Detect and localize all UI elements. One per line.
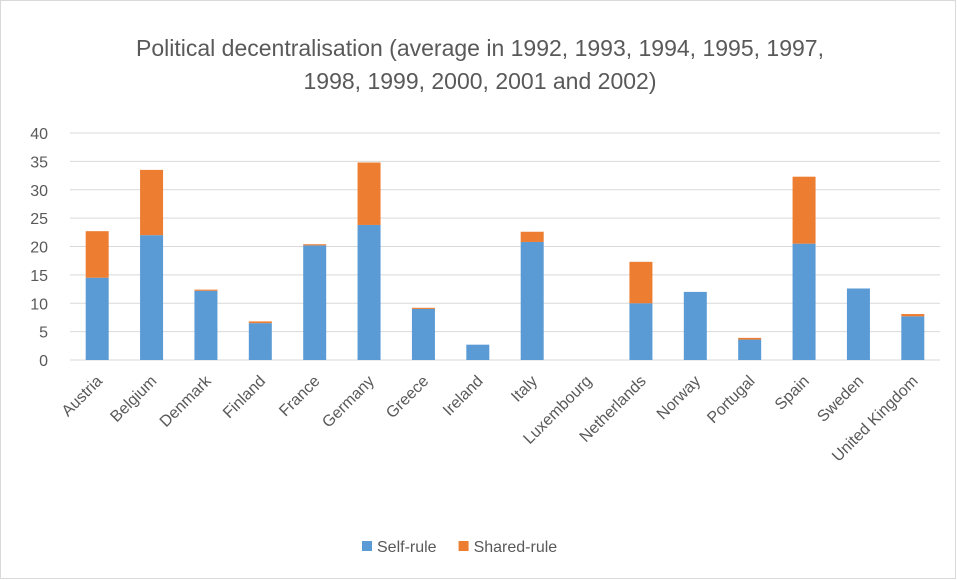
- bar: [85, 277, 109, 360]
- y-tick-label: 10: [30, 296, 48, 313]
- bar: [520, 231, 544, 242]
- legend-label: Self-rule: [377, 539, 437, 556]
- bar: [85, 231, 109, 278]
- bar: [411, 308, 435, 360]
- x-tick-label: Greece: [383, 373, 432, 422]
- bar: [140, 235, 164, 360]
- bar: [466, 344, 490, 360]
- y-tick-label: 20: [30, 240, 48, 257]
- legend-swatch: [362, 541, 372, 551]
- bar: [411, 307, 435, 309]
- y-tick-label: 0: [39, 353, 48, 370]
- bar: [357, 224, 381, 360]
- bar: [738, 339, 762, 360]
- y-tick-label: 35: [30, 154, 48, 171]
- bar: [901, 314, 925, 317]
- bar: [683, 291, 707, 360]
- y-tick-label: 15: [30, 268, 48, 285]
- bar: [194, 290, 218, 360]
- legend-swatch: [458, 541, 469, 551]
- bar: [248, 323, 272, 360]
- x-tick-label: Portugal: [704, 373, 758, 427]
- y-tick-label: 25: [30, 211, 48, 228]
- bar: [792, 176, 816, 244]
- bar: [357, 162, 381, 225]
- bar: [901, 316, 925, 360]
- y-tick-label: 30: [30, 183, 48, 200]
- bar: [846, 288, 870, 360]
- x-tick-label: Sweden: [814, 373, 867, 426]
- x-tick-label: Finland: [220, 373, 269, 422]
- x-tick-label: Ireland: [440, 373, 487, 420]
- x-tick-label: Germany: [319, 373, 378, 432]
- x-tick-label: Denmark: [157, 372, 216, 431]
- x-tick-label: Norway: [654, 373, 704, 423]
- bar: [140, 169, 164, 236]
- y-tick-label: 40: [30, 126, 48, 143]
- bar: [629, 303, 653, 360]
- legend-label: Shared-rule: [474, 539, 558, 556]
- bar: [303, 244, 327, 246]
- bar: [194, 289, 218, 291]
- x-tick-label: Belgium: [107, 373, 160, 426]
- x-tick-label: Spain: [772, 373, 813, 414]
- x-tick-label: France: [276, 373, 323, 420]
- y-tick-label: 5: [39, 325, 48, 342]
- bar: [520, 241, 544, 360]
- bar: [792, 243, 816, 360]
- bar: [248, 321, 272, 324]
- x-tick-label: Italy: [508, 373, 541, 406]
- chart-title: Political decentralisation (average in 1…: [136, 35, 824, 94]
- x-tick-label: Austria: [59, 373, 106, 420]
- bar: [303, 245, 327, 360]
- bar: [629, 261, 653, 304]
- bar: [738, 337, 762, 340]
